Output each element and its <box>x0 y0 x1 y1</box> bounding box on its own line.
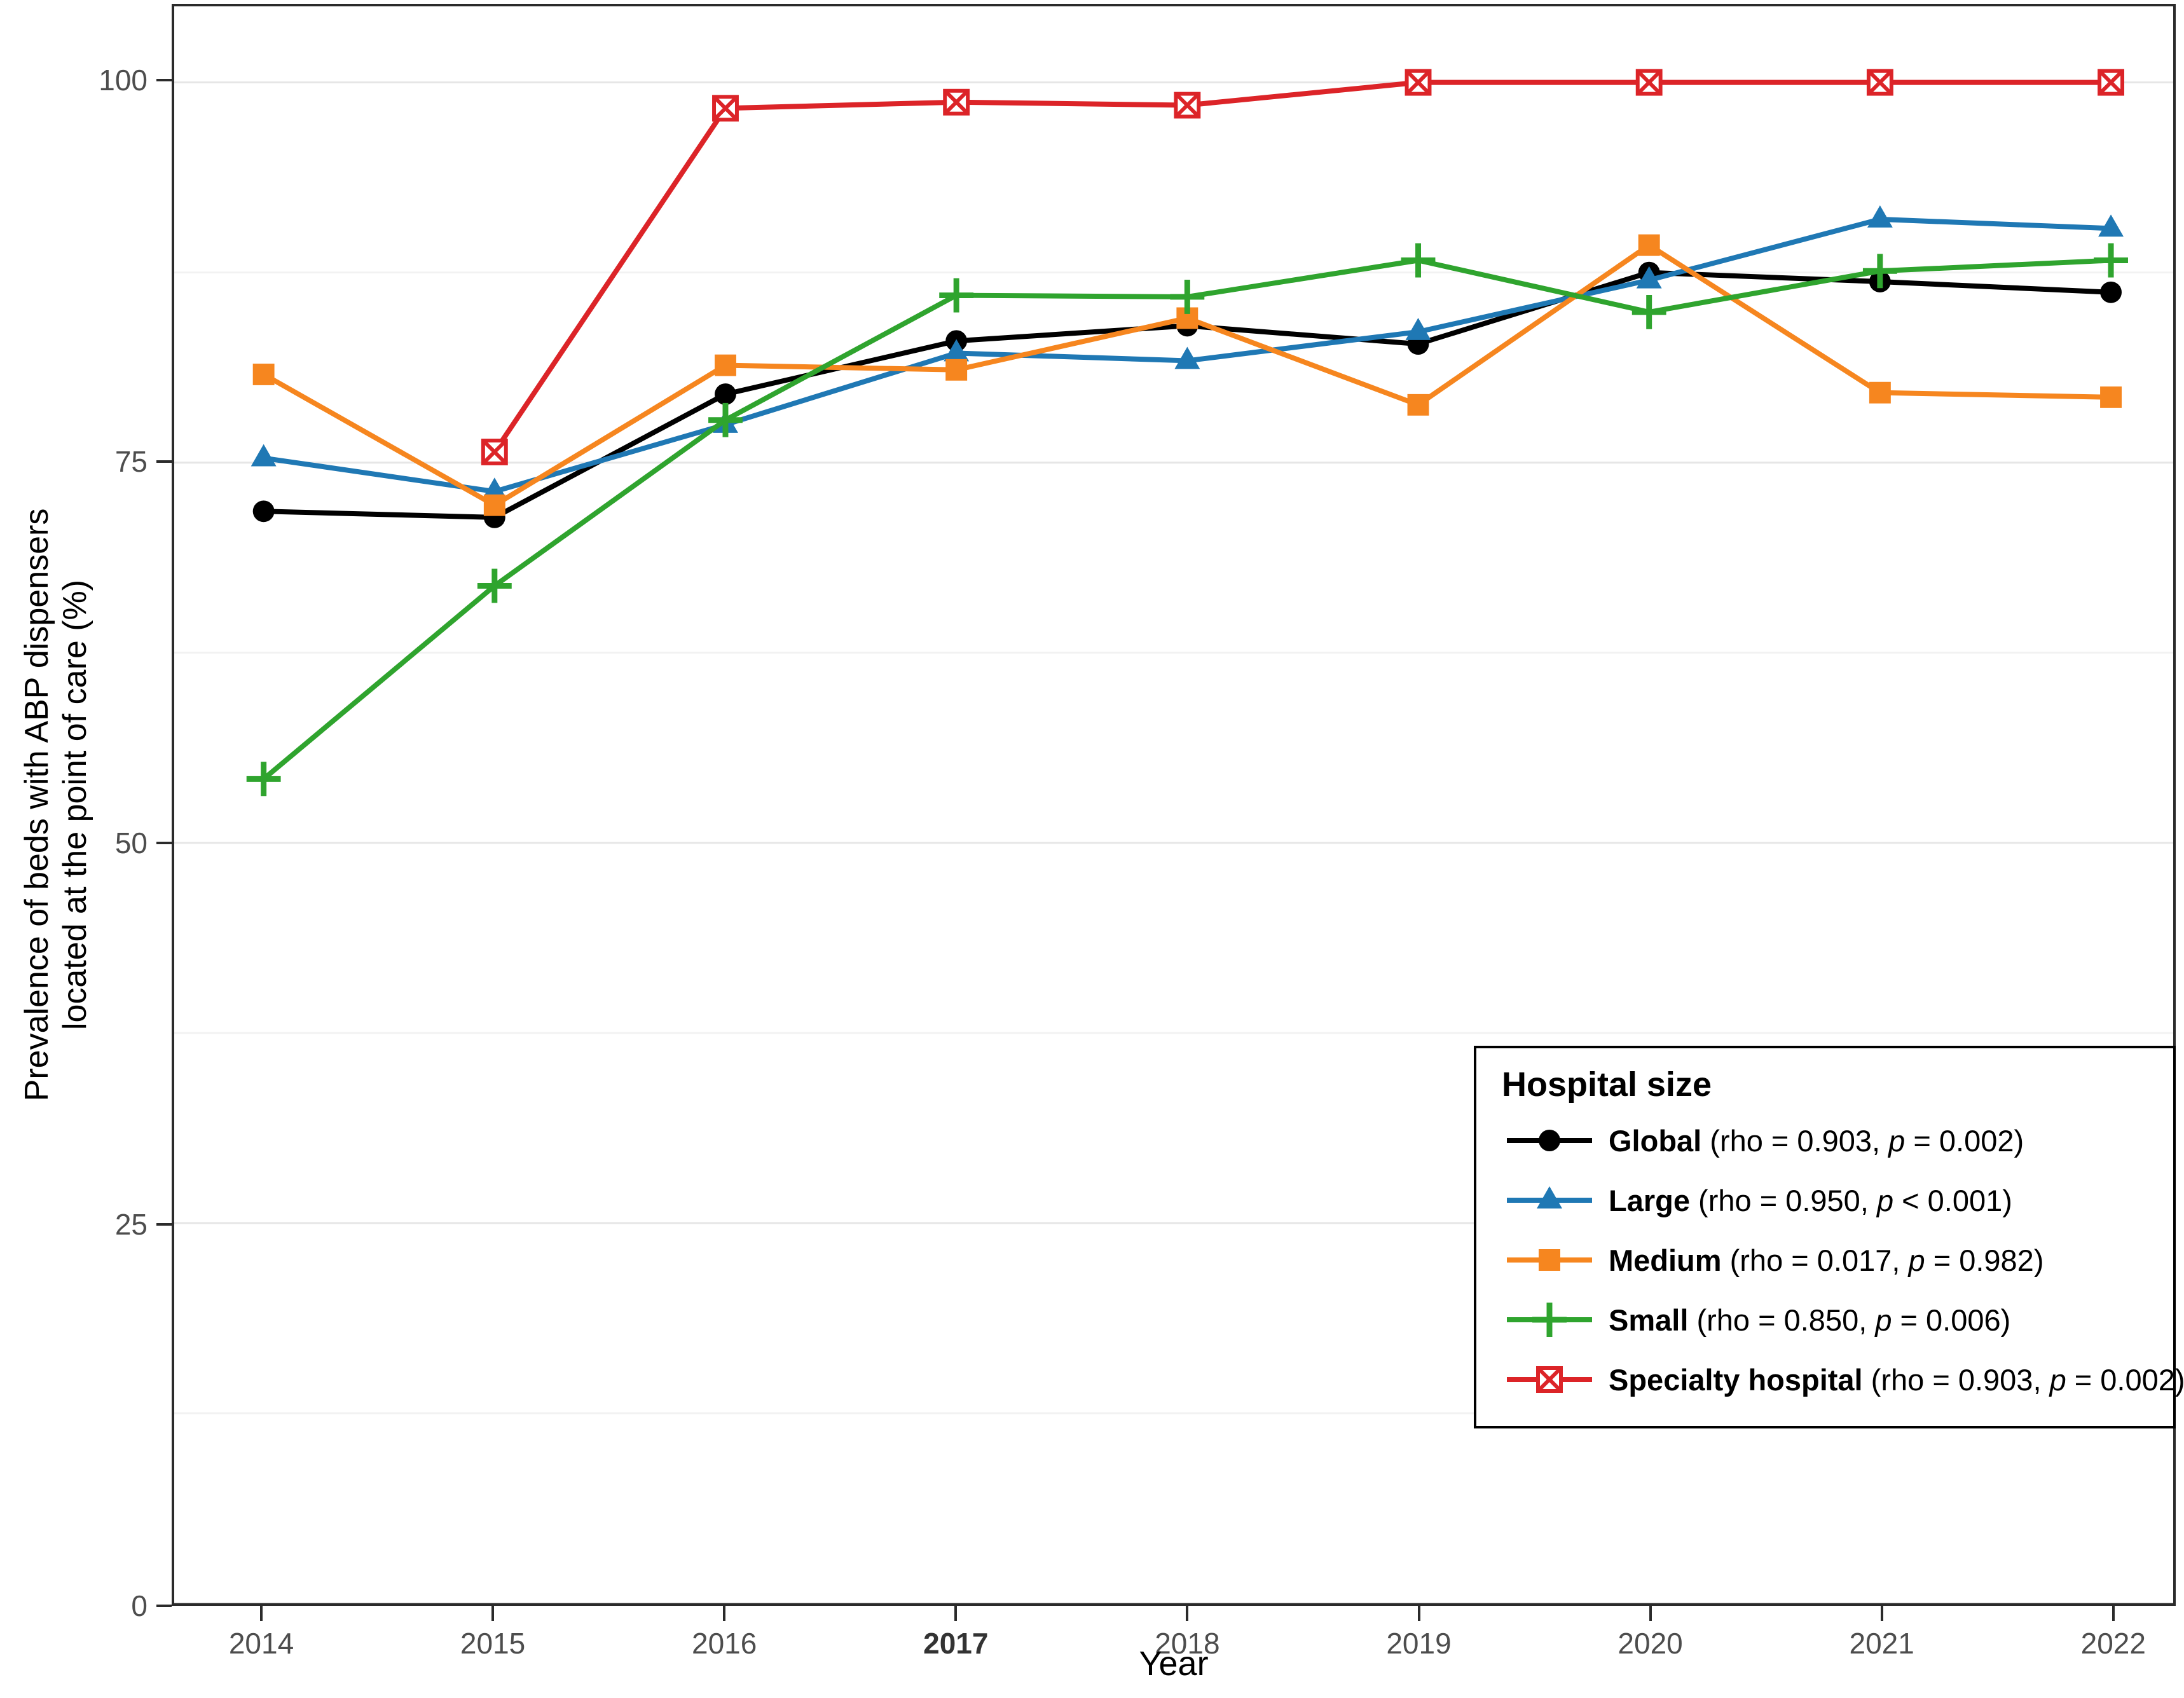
series-global-marker <box>715 383 736 406</box>
legend-item-specialty-hospital: Specialty hospital (rho = 0.903, p = 0.0… <box>1502 1354 2184 1405</box>
series-specialty-hospital-line <box>492 79 2112 454</box>
series-large-marker <box>1636 266 1662 289</box>
x-tick-label: 2017 <box>923 1627 989 1660</box>
series-large-marker <box>481 477 507 500</box>
y-tick-label: 0 <box>131 1589 148 1622</box>
legend-item-medium: Medium (rho = 0.017, p = 0.982) <box>1502 1235 2148 1285</box>
x-tick-label: 2015 <box>460 1627 526 1660</box>
series-specialty-hospital-marker <box>481 439 508 465</box>
series-medium-marker <box>715 354 736 376</box>
y-axis-tick <box>156 1223 172 1226</box>
legend-item-small-marker <box>1532 1303 1567 1337</box>
series-small-marker <box>939 278 974 313</box>
x-tick-label: 2021 <box>1849 1627 1914 1660</box>
series-medium-marker <box>1407 394 1429 416</box>
x-axis-tick <box>1649 1606 1652 1621</box>
plot-panel <box>172 4 2176 1606</box>
y-tick-label: 25 <box>114 1208 148 1241</box>
legend: Hospital size Global (rho = 0.903, p = 0… <box>1474 1046 2184 1428</box>
legend-item-global: Global (rho = 0.903, p = 0.002) <box>1502 1115 2148 1166</box>
series-specialty-hospital-marker <box>2098 69 2124 96</box>
series-large-marker <box>944 339 970 362</box>
legend-title: Hospital size <box>1502 1065 1712 1104</box>
series-large-marker <box>251 444 277 467</box>
x-tick-label: 2016 <box>692 1627 757 1660</box>
legend-item-global-glyph <box>1507 1130 1592 1151</box>
x-axis-tick <box>954 1606 958 1621</box>
y-tick-label: 100 <box>99 64 148 97</box>
y-axis-title-line1: Prevalence of beds with ABP dispensers <box>18 508 55 1102</box>
legend-item-large: Large (rho = 0.950, p < 0.001) <box>1502 1175 2148 1226</box>
series-medium-marker <box>1638 234 1660 256</box>
y-axis-tick <box>156 79 172 81</box>
legend-item-large-marker <box>1537 1186 1562 1208</box>
legend-item-medium-glyph <box>1507 1249 1592 1271</box>
x-tick-label: 2020 <box>1617 1627 1683 1660</box>
series-specialty-hospital-marker <box>712 95 739 122</box>
x-axis-title: Year <box>1139 1645 1209 1683</box>
series-global-marker <box>2100 281 2122 303</box>
x-axis-tick <box>491 1606 495 1621</box>
x-axis-tick <box>723 1606 726 1621</box>
series-small-marker <box>1862 254 1897 289</box>
series-large-marker <box>2098 214 2124 237</box>
legend-item-small-glyph <box>1507 1303 1592 1337</box>
legend-item-small-label: Small (rho = 0.850, p = 0.006) <box>1609 1303 2011 1337</box>
y-tick-label: 50 <box>114 826 148 859</box>
series-large-marker <box>1867 205 1893 228</box>
series-small-marker <box>246 762 281 797</box>
series-medium-marker <box>2100 386 2122 408</box>
series-specialty-hospital-marker <box>1174 92 1201 119</box>
legend-item-medium-marker <box>1539 1249 1560 1271</box>
legend-item-global-marker <box>1539 1130 1560 1151</box>
x-axis-tick <box>2112 1606 2115 1621</box>
series-small-marker <box>2094 243 2128 278</box>
x-tick-label: 2018 <box>1155 1627 1220 1660</box>
y-axis-title-line2: located at the point of care (%) <box>57 579 93 1030</box>
series-medium-marker <box>483 494 505 516</box>
series-medium-marker <box>945 359 968 381</box>
x-tick-label: 2014 <box>228 1627 294 1660</box>
series-small-marker <box>1401 243 1436 278</box>
series-large-marker <box>1174 346 1200 369</box>
y-axis-tick <box>156 842 172 844</box>
x-tick-label: 2022 <box>2080 1627 2146 1660</box>
y-axis-tick <box>156 460 172 463</box>
series-small-marker <box>1631 294 1666 329</box>
x-tick-label: 2019 <box>1386 1627 1452 1660</box>
series-specialty-hospital-marker <box>1404 69 1432 96</box>
series-specialty-hospital-marker <box>1635 69 1663 96</box>
series-small-marker <box>708 402 743 437</box>
series-small-line <box>262 257 2112 781</box>
x-axis-tick <box>1186 1606 1189 1621</box>
x-axis-tick <box>1880 1606 1883 1621</box>
legend-item-large-label: Large (rho = 0.950, p < 0.001) <box>1609 1183 2012 1217</box>
legend-item-medium-label: Medium (rho = 0.017, p = 0.982) <box>1609 1243 2044 1277</box>
legend-item-specialty-hospital-label: Specialty hospital (rho = 0.903, p = 0.0… <box>1609 1362 2184 1397</box>
legend-item-small: Small (rho = 0.850, p = 0.006) <box>1502 1294 2148 1345</box>
y-tick-label: 75 <box>114 445 148 478</box>
x-axis-tick <box>1417 1606 1420 1621</box>
series-specialty-hospital-marker <box>1866 69 1893 96</box>
series-small-marker <box>477 568 512 603</box>
series-medium-marker <box>252 364 275 385</box>
legend-items: Global (rho = 0.903, p = 0.002) Large (rh… <box>1502 1111 2184 1409</box>
series-small-marker <box>1170 280 1205 314</box>
legend-item-global-label: Global (rho = 0.903, p = 0.002) <box>1609 1123 2024 1158</box>
legend-item-large-glyph <box>1507 1186 1592 1208</box>
x-axis-tick <box>260 1606 263 1621</box>
y-axis-tick <box>156 1605 172 1607</box>
legend-item-specialty-hospital-glyph <box>1507 1366 1592 1393</box>
series-global-marker <box>252 500 275 523</box>
legend-item-specialty-hospital-marker <box>1536 1366 1563 1393</box>
series-large-marker <box>1405 318 1431 340</box>
series-medium-marker <box>1869 381 1891 404</box>
series-specialty-hospital-marker <box>943 88 970 116</box>
y-axis-title: Prevalence of beds with ABP dispensers l… <box>18 509 94 1102</box>
